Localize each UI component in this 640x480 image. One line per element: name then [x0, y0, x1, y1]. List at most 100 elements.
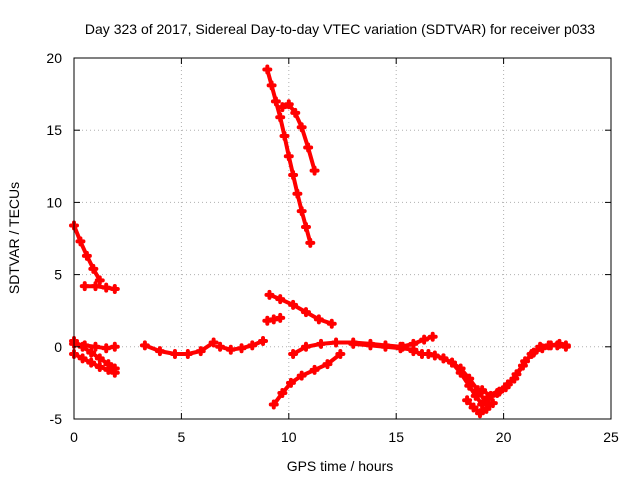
sdtvar-point: [477, 385, 488, 396]
sdtvar-point: [90, 281, 101, 292]
sdtvar-point: [109, 284, 120, 295]
sdtvar-point: [258, 336, 269, 347]
series: [69, 64, 571, 419]
sdtvar-point: [169, 349, 180, 360]
sdtvar-point: [528, 347, 539, 358]
sdtvar-point: [429, 350, 440, 361]
sdtvar-point: [313, 314, 324, 325]
x-axis-label: GPS time / hours: [287, 458, 394, 474]
sdtvar-point: [88, 263, 99, 274]
sdtvar-point: [520, 356, 531, 367]
sdtvar-point: [285, 377, 296, 388]
sdtvar-point: [365, 340, 376, 351]
sdtvar-point: [86, 347, 97, 358]
sdtvar-point: [262, 64, 273, 75]
sdtvar-point: [77, 353, 88, 364]
y-axis-label: SDTVAR / TECUs: [6, 182, 22, 294]
sdtvar-point: [86, 357, 97, 368]
sdtvar-point: [296, 206, 307, 217]
sdtvar-point: [300, 341, 311, 352]
sdtvar-point: [154, 346, 165, 357]
sdtvar-point: [268, 399, 279, 410]
sdtvar-point: [326, 318, 337, 329]
sdtvar-point: [296, 370, 307, 381]
sdtvar-point: [79, 281, 90, 292]
sdtvar-point: [309, 165, 320, 176]
y-tick-label: 10: [46, 194, 62, 210]
sdtvar-point: [296, 122, 307, 133]
sdtvar-point: [279, 130, 290, 141]
sdtvar-point: [247, 340, 258, 351]
sdtvar-point: [485, 390, 496, 401]
sdtvar-point: [554, 338, 565, 349]
sdtvar-point: [560, 341, 571, 352]
sdtvar-point: [283, 99, 294, 110]
y-tick-label: -5: [50, 411, 63, 427]
sdtvar-point: [502, 379, 513, 390]
sdtvar-point: [335, 349, 346, 360]
sdtvar-point: [208, 337, 219, 348]
grid: [74, 58, 611, 419]
sdtvar-point: [468, 402, 479, 413]
sdtvar-point: [103, 364, 114, 375]
sdtvar-point: [464, 380, 475, 391]
sdtvar-point: [182, 349, 193, 360]
sdtvar-point: [101, 282, 112, 293]
sdtvar-point: [322, 359, 333, 370]
sdtvar-point: [487, 398, 498, 409]
sdtvar-point: [94, 275, 105, 286]
sdtvar-point: [464, 373, 475, 384]
sdtvar-point: [277, 388, 288, 399]
sdtvar-point: [225, 344, 236, 355]
sdtvar-point: [419, 334, 430, 345]
sdtvar-point: [316, 338, 327, 349]
sdtvar-point: [447, 357, 458, 368]
sdtvar-point: [109, 341, 120, 352]
sdtvar-point: [283, 151, 294, 162]
sdtvar-point: [423, 349, 434, 360]
sdtvar-point: [262, 315, 273, 326]
sdtvar-point: [275, 112, 286, 123]
axis-ticks: 0 5 10 15 20 25 -5 0 5 10 15 20: [46, 50, 619, 445]
sdtvar-point: [300, 221, 311, 232]
chart-title: Day 323 of 2017, Sidereal Day-to-day VTE…: [85, 21, 595, 37]
sdtvar-point: [275, 312, 286, 323]
sdtvar-point: [94, 362, 105, 373]
sdtvar-point: [288, 169, 299, 180]
sdtvar-point: [455, 363, 466, 374]
sdtvar-point: [331, 337, 342, 348]
x-tick-label: 25: [603, 429, 619, 445]
sdtvar-point: [277, 102, 288, 113]
sdtvar-point: [537, 343, 548, 354]
sdtvar-point: [545, 340, 556, 351]
sdtvar-point: [474, 408, 485, 419]
sdtvar-point: [438, 353, 449, 364]
sdtvar-point: [101, 343, 112, 354]
y-tick-label: 0: [54, 339, 62, 355]
sdtvar-point: [90, 341, 101, 352]
sdtvar-point: [81, 250, 92, 261]
y-tick-label: 5: [54, 267, 62, 283]
sdtvar-point: [303, 142, 314, 153]
sdtvar-point: [380, 341, 391, 352]
sdtvar-point: [268, 314, 279, 325]
sdtvar-point: [270, 96, 281, 107]
sdtvar-point: [309, 364, 320, 375]
x-tick-label: 0: [70, 429, 78, 445]
sdtvar-point: [288, 299, 299, 310]
sdtvar-point: [470, 390, 481, 401]
sdtvar-point: [481, 403, 492, 414]
sdtvar-point: [408, 346, 419, 357]
x-tick-label: 20: [496, 429, 512, 445]
sdtvar-point: [236, 343, 247, 354]
sdtvar-point: [75, 236, 86, 247]
sdtvar-point: [215, 341, 226, 352]
sdtvar-point: [290, 107, 301, 118]
x-tick-label: 5: [178, 429, 186, 445]
sdtvar-point: [264, 289, 275, 300]
sdtvar-point: [462, 395, 473, 406]
sdtvar-point: [305, 237, 316, 248]
sdtvar-point: [139, 340, 150, 351]
sdtvar-point: [292, 188, 303, 199]
